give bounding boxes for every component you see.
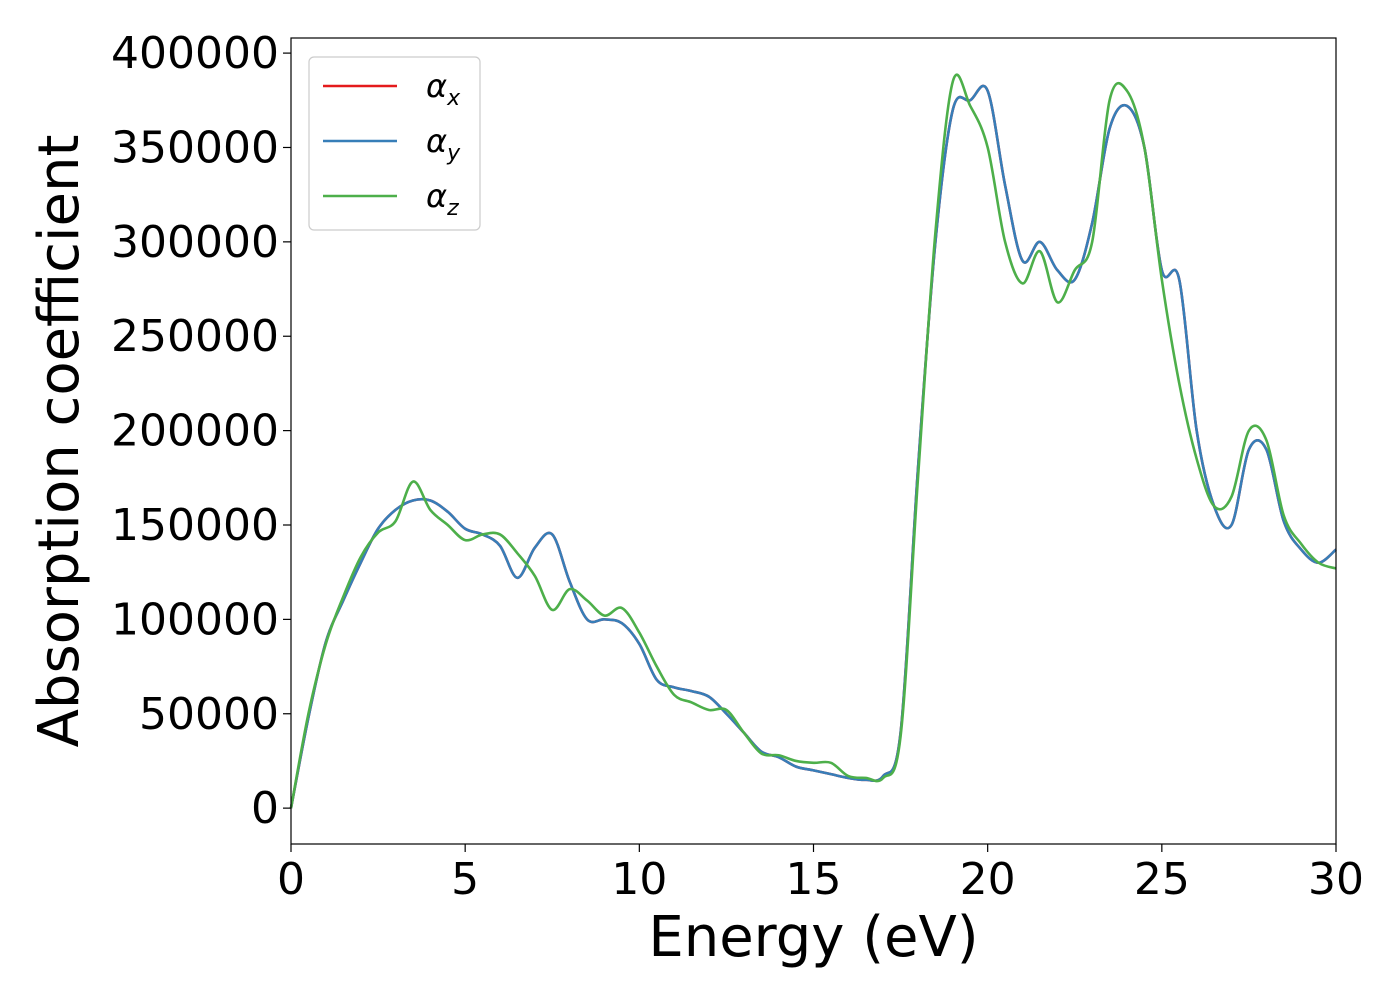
y-tick-label: 400000	[111, 28, 279, 79]
y-tick-label: 0	[251, 783, 279, 834]
x-tick-label: 10	[611, 854, 667, 905]
y-tick-label: 150000	[111, 500, 279, 551]
x-axis: 0 5 10 15 20 25 30	[277, 844, 1364, 905]
legend-label-z: αz	[426, 177, 459, 221]
x-tick-label: 25	[1134, 854, 1190, 905]
x-tick-label: 0	[277, 854, 305, 905]
y-tick-label: 350000	[111, 122, 279, 173]
x-tick-label: 5	[451, 854, 479, 905]
y-axis: 0 50000 100000 150000 200000 250000 300000 3500…	[111, 28, 291, 834]
x-tick-label: 30	[1308, 854, 1364, 905]
series-line-z	[289, 73, 1337, 809]
y-axis-title: Absorption coefficient	[27, 135, 92, 748]
x-tick-label: 20	[960, 854, 1016, 905]
series-line-y	[289, 84, 1337, 809]
y-tick-label: 100000	[111, 594, 279, 645]
x-axis-title: Energy (eV)	[648, 905, 978, 970]
legend: αx αy αz	[308, 56, 481, 231]
legend-label-x: αx	[426, 67, 461, 111]
y-tick-label: 200000	[111, 406, 279, 457]
legend-box	[308, 56, 481, 231]
series-layer	[289, 73, 1337, 809]
x-tick-label: 15	[786, 854, 842, 905]
legend-label-y: αy	[426, 122, 461, 166]
y-tick-label: 300000	[111, 217, 279, 268]
y-tick-label: 50000	[139, 689, 279, 740]
y-tick-label: 250000	[111, 311, 279, 362]
